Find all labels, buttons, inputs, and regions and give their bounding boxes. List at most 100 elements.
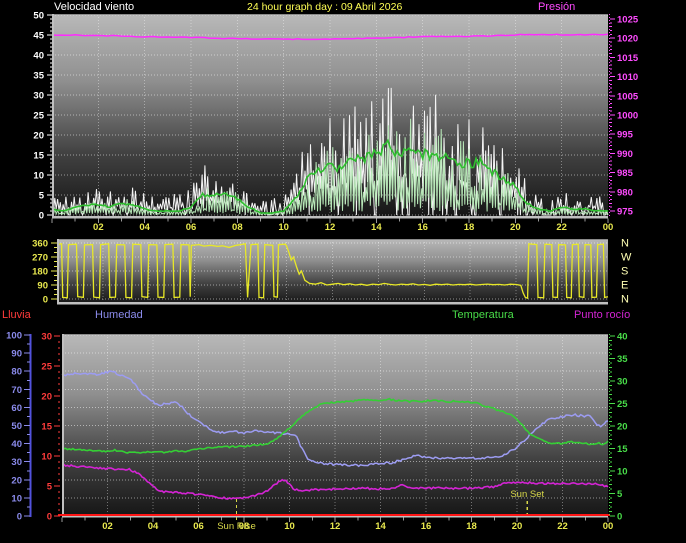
pressure-tick-label: 980 [617, 187, 633, 198]
wind-gust-series [51, 87, 609, 217]
hour-label: 00 [603, 222, 614, 233]
hour-label: 16 [417, 222, 428, 233]
humidity-legend: Humedad [95, 309, 143, 321]
pressure-tick-label: 1000 [617, 111, 638, 122]
pressure-tick-label: 1020 [617, 34, 638, 45]
pressure-tick-label: 1005 [617, 91, 639, 102]
wind-gust-shadow-series [51, 118, 609, 217]
temperature-tick-label: 10 [617, 467, 628, 478]
pressure-tick-label: 1015 [617, 53, 639, 64]
compass-label: N [621, 238, 629, 250]
temperature-tick-label: 0 [617, 512, 622, 523]
hour-label: 04 [139, 222, 150, 233]
hour-label: 06 [186, 222, 197, 233]
hour-label: 06 [193, 521, 204, 532]
humidity-tick-label: 90 [11, 349, 22, 360]
humidity-tick-label: 70 [11, 385, 22, 396]
direction-tick-label: 90 [37, 280, 48, 291]
wind-tick-label: 45 [33, 31, 44, 42]
compass-label: N [621, 294, 629, 306]
wind-speed-header: Velocidad viento [54, 1, 135, 13]
sunrise-label: Sun Rise [217, 521, 256, 532]
direction-tick-label: 0 [43, 295, 48, 306]
humidity-tick-label: 30 [11, 457, 22, 468]
hour-label: 08 [232, 222, 243, 233]
hour-label: 02 [93, 222, 104, 233]
sunset-label: Sun Set [510, 489, 544, 500]
wind-direction-series [56, 243, 609, 300]
wind-tick-label: 35 [33, 71, 44, 82]
rain-tick-label: 5 [47, 482, 53, 493]
wind-tick-label: 30 [33, 91, 44, 102]
rain-legend: Lluvia [2, 309, 31, 321]
rain-tick-label: 30 [41, 332, 52, 343]
hour-label: 22 [557, 521, 568, 532]
humidity-tick-label: 100 [6, 331, 22, 342]
rain-tick-label: 10 [41, 452, 52, 463]
humidity-tick-label: 20 [11, 475, 22, 486]
temperature-tick-label: 15 [617, 444, 628, 455]
humidity-tick-label: 0 [17, 512, 22, 523]
pressure-header: Presión [538, 1, 576, 13]
wind-tick-label: 50 [33, 11, 44, 22]
hour-label: 12 [330, 521, 341, 532]
wind-tick-label: 15 [33, 151, 44, 162]
direction-tick-label: 360 [32, 238, 48, 249]
wind-tick-label: 5 [39, 191, 45, 202]
temperature-tick-label: 40 [617, 332, 628, 343]
temperature-tick-label: 35 [617, 354, 628, 365]
rain-tick-label: 0 [47, 512, 52, 523]
direction-tick-label: 270 [32, 252, 48, 263]
temperature-tick-label: 30 [617, 377, 628, 388]
humidity-tick-label: 60 [11, 403, 22, 414]
pressure-tick-label: 985 [617, 168, 634, 179]
hour-label: 14 [375, 521, 386, 532]
hour-label: 16 [421, 521, 432, 532]
rain-tick-label: 15 [41, 422, 52, 433]
humidity-tick-label: 40 [11, 439, 22, 450]
humidity-series [61, 370, 609, 468]
rain-tick-label: 25 [41, 362, 52, 373]
wind-tick-label: 20 [33, 131, 44, 142]
compass-label: S [621, 266, 628, 278]
humidity-tick-label: 50 [11, 421, 22, 432]
rain-tick-label: 20 [41, 392, 52, 403]
hour-label: 12 [325, 222, 336, 233]
hour-label: 02 [102, 521, 113, 532]
pressure-tick-label: 1025 [617, 15, 639, 26]
direction-tick-label: 180 [32, 266, 48, 277]
pressure-tick-label: 990 [617, 149, 633, 160]
dew-point-legend: Punto rocío [574, 309, 631, 321]
dew-point-series [62, 463, 609, 500]
wind-average-series [51, 138, 609, 214]
humidity-tick-label: 10 [11, 493, 22, 504]
wind-tick-label: 40 [33, 51, 44, 62]
graph-title: 24 hour graph day : 09 Abril 2026 [247, 1, 403, 13]
pressure-tick-label: 975 [617, 207, 634, 218]
compass-label: W [621, 252, 632, 264]
wind-tick-label: 10 [33, 171, 44, 182]
temperature-tick-label: 25 [617, 399, 628, 410]
hour-label: 18 [466, 521, 477, 532]
hour-label: 20 [512, 521, 523, 532]
hour-label: 20 [510, 222, 521, 233]
hour-label: 14 [371, 222, 382, 233]
temperature-legend: Temperatura [452, 309, 514, 321]
pressure-tick-label: 995 [617, 130, 634, 141]
hour-label: 22 [556, 222, 567, 233]
temperature-tick-label: 20 [617, 422, 628, 433]
wind-tick-label: 25 [33, 111, 44, 122]
compass-label: E [621, 280, 628, 292]
pressure-series [51, 33, 609, 41]
hour-label: 18 [464, 222, 475, 233]
wind-tick-label: 0 [39, 211, 44, 222]
temperature-tick-label: 5 [617, 489, 623, 500]
hour-label: 08 [239, 521, 250, 532]
pressure-tick-label: 1010 [617, 72, 638, 83]
hour-label: 10 [284, 521, 295, 532]
hour-label: 00 [603, 521, 614, 532]
humidity-tick-label: 80 [11, 367, 22, 378]
hour-label: 10 [278, 222, 289, 233]
